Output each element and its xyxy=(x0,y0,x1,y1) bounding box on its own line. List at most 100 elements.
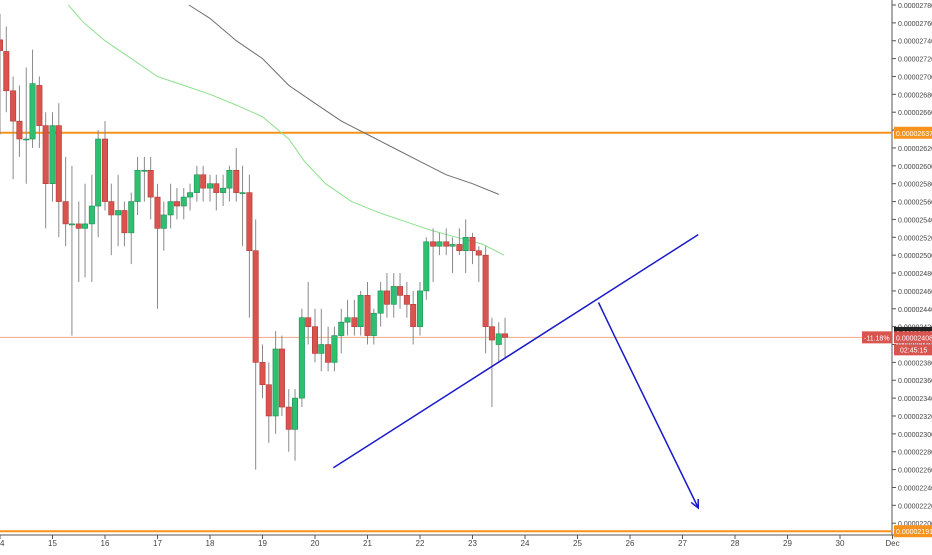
bullish-candle[interactable] xyxy=(370,312,377,336)
bullish-candle[interactable] xyxy=(160,214,167,229)
level-price-badge xyxy=(894,525,932,538)
bullish-candle[interactable] xyxy=(220,187,227,193)
bullish-candle[interactable] xyxy=(272,348,279,417)
bearish-candle[interactable] xyxy=(147,169,154,198)
bearish-candle[interactable] xyxy=(351,317,358,327)
bearish-candle[interactable] xyxy=(154,196,161,229)
bullish-candle[interactable] xyxy=(82,223,89,229)
bearish-candle[interactable] xyxy=(482,254,489,327)
bearish-candle[interactable] xyxy=(311,326,318,354)
bullish-candle[interactable] xyxy=(49,125,56,184)
bullish-candle[interactable] xyxy=(29,83,36,140)
y-tick-label: 0.00002240 xyxy=(898,485,932,492)
bullish-candle[interactable] xyxy=(23,138,30,141)
y-tick-label: 0.00002560 xyxy=(898,200,932,207)
bearish-candle[interactable] xyxy=(383,290,390,305)
bearish-candle[interactable] xyxy=(502,333,509,338)
bullish-candle[interactable] xyxy=(449,244,456,247)
bullish-candle[interactable] xyxy=(377,290,384,314)
bearish-candle[interactable] xyxy=(102,138,109,202)
y-tick-label: 0.00002260 xyxy=(898,468,932,475)
bullish-candle[interactable] xyxy=(338,321,345,336)
bullish-candle[interactable] xyxy=(95,138,102,207)
bullish-candle[interactable] xyxy=(115,210,122,216)
bullish-candle[interactable] xyxy=(239,192,246,194)
bearish-candle[interactable] xyxy=(430,241,437,247)
bearish-candle[interactable] xyxy=(252,250,259,363)
bearish-candle[interactable] xyxy=(36,85,43,126)
bullish-candle[interactable] xyxy=(68,223,75,226)
bullish-candle[interactable] xyxy=(292,397,299,430)
bearish-candle[interactable] xyxy=(213,183,220,193)
bearish-candle[interactable] xyxy=(443,241,450,247)
bearish-candle[interactable] xyxy=(42,125,49,184)
bearish-candle[interactable] xyxy=(0,39,4,51)
bearish-candle[interactable] xyxy=(75,223,82,229)
bearish-candle[interactable] xyxy=(121,210,128,234)
bullish-candle[interactable] xyxy=(390,286,397,305)
bearish-candle[interactable] xyxy=(10,90,17,122)
countdown-badge xyxy=(894,344,932,356)
bullish-candle[interactable] xyxy=(423,241,430,292)
bullish-candle[interactable] xyxy=(193,174,200,193)
bearish-candle[interactable] xyxy=(456,244,463,251)
bullish-candle[interactable] xyxy=(495,333,502,345)
price-axis-bg[interactable] xyxy=(892,0,932,550)
bearish-candle[interactable] xyxy=(108,201,115,216)
bearish-candle[interactable] xyxy=(403,295,410,305)
x-tick-label: 22 xyxy=(416,539,425,548)
bullish-candle[interactable] xyxy=(357,295,364,327)
bullish-candle[interactable] xyxy=(180,196,187,207)
bullish-candle[interactable] xyxy=(141,169,148,172)
bearish-candle[interactable] xyxy=(475,250,482,256)
x-tick-label: 20 xyxy=(311,539,320,548)
bullish-candle[interactable] xyxy=(344,317,351,323)
bearish-candle[interactable] xyxy=(265,384,272,417)
y-tick-label: 0.00002220 xyxy=(898,503,932,510)
bullish-candle[interactable] xyxy=(462,236,469,251)
bearish-candle[interactable] xyxy=(397,286,404,296)
y-tick-label: 0.00002500 xyxy=(898,253,932,260)
bullish-candle[interactable] xyxy=(318,344,325,354)
bearish-candle[interactable] xyxy=(364,295,371,336)
bullish-candle[interactable] xyxy=(226,169,233,189)
y-tick-label: 0.00002620 xyxy=(898,146,932,153)
bullish-candle[interactable] xyxy=(207,183,214,189)
bearish-candle[interactable] xyxy=(278,348,285,408)
bearish-candle[interactable] xyxy=(410,304,417,327)
bullish-candle[interactable] xyxy=(416,290,423,327)
bearish-candle[interactable] xyxy=(246,192,253,251)
bullish-candle[interactable] xyxy=(298,317,305,399)
countdown-label: 02:45:15 xyxy=(900,347,927,354)
bullish-candle[interactable] xyxy=(167,201,174,216)
bearish-candle[interactable] xyxy=(62,201,69,225)
bearish-candle[interactable] xyxy=(173,201,180,207)
x-tick-label: 17 xyxy=(153,539,162,548)
y-tick-label: 0.00002740 xyxy=(898,39,932,46)
level-price-label: 0.00002637 xyxy=(896,131,932,138)
bearish-candle[interactable] xyxy=(55,125,62,202)
bullish-candle[interactable] xyxy=(134,169,141,202)
bearish-candle[interactable] xyxy=(16,120,23,140)
bearish-candle[interactable] xyxy=(233,169,240,193)
bearish-candle[interactable] xyxy=(469,236,476,251)
bearish-candle[interactable] xyxy=(285,406,292,430)
moving-average-slow[interactable] xyxy=(188,4,499,195)
bearish-candle[interactable] xyxy=(305,317,312,327)
bearish-candle[interactable] xyxy=(259,362,266,386)
bearish-candle[interactable] xyxy=(3,51,10,92)
bullish-candle[interactable] xyxy=(88,205,95,225)
bearish-candle[interactable] xyxy=(325,344,332,363)
x-tick-label: 23 xyxy=(468,539,477,548)
ascending-trendline[interactable] xyxy=(332,233,699,469)
moving-average-fast[interactable] xyxy=(67,4,505,256)
bullish-candle[interactable] xyxy=(436,241,443,247)
bullish-candle[interactable] xyxy=(331,335,338,363)
bearish-candle[interactable] xyxy=(488,326,495,341)
bullish-candle[interactable] xyxy=(128,201,135,234)
bullish-candle[interactable] xyxy=(187,192,194,198)
projection-arrow[interactable] xyxy=(597,302,699,509)
bearish-candle[interactable] xyxy=(200,174,207,189)
